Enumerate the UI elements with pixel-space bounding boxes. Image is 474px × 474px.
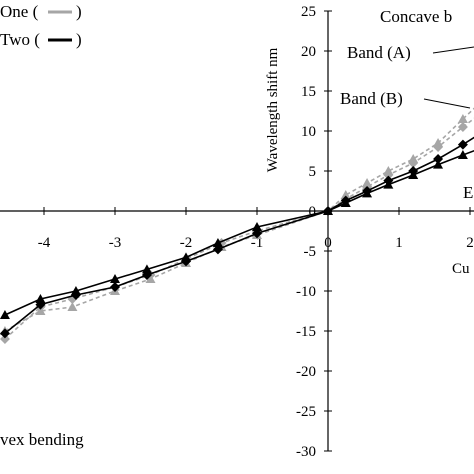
y-tick-label: -5	[304, 244, 317, 260]
data-point	[181, 252, 191, 262]
data-point	[110, 282, 120, 292]
y-tick-label: -20	[296, 364, 316, 380]
data-point	[70, 286, 81, 295]
series-line	[4, 136, 474, 335]
y-axis-label: Wavelength shift nm	[265, 47, 281, 172]
data-point	[457, 150, 468, 159]
legend-label: Two (	[0, 30, 40, 49]
band-b-pointer	[423, 98, 471, 109]
data-point	[35, 294, 46, 303]
data-point	[433, 154, 444, 164]
data-point	[362, 188, 373, 198]
data-point	[383, 170, 394, 180]
concave-label: Concave b	[380, 7, 452, 26]
legend-item-2: Two ()	[0, 30, 82, 49]
legend-label: One (	[0, 2, 39, 21]
y-tick-label: 25	[301, 4, 316, 20]
data-point	[110, 274, 120, 283]
data-point	[0, 334, 10, 344]
data-point	[457, 139, 468, 150]
x-tick-label: -4	[38, 235, 51, 251]
e-label: E	[463, 183, 473, 202]
y-tick-label: 20	[301, 44, 316, 60]
data-point	[141, 264, 152, 274]
x-tick-label: 2	[466, 235, 474, 251]
data-point	[0, 310, 10, 319]
convex-label: vex bending	[0, 430, 84, 449]
x-axis-label: Cu	[452, 261, 470, 277]
x-tick-label: 0	[324, 235, 332, 251]
data-point	[383, 179, 394, 189]
y-tick-label: 15	[301, 84, 316, 100]
y-tick-label: 10	[301, 124, 316, 140]
legend-item-1: One ()	[0, 2, 82, 21]
data-point	[433, 159, 444, 169]
band-a-pointer	[432, 46, 474, 54]
data-point	[0, 328, 10, 339]
y-tick-label: -30	[296, 444, 316, 460]
data-point	[408, 170, 419, 179]
y-tick-label: -10	[296, 284, 316, 300]
data-point	[457, 114, 468, 123]
data-point	[212, 238, 223, 247]
data-point	[340, 198, 351, 207]
data-point	[457, 122, 468, 132]
data-point	[67, 302, 78, 311]
data-point	[252, 222, 262, 231]
legend: One ()Two ()	[0, 2, 82, 49]
x-tick-label: 1	[395, 235, 403, 251]
data-point	[433, 142, 444, 152]
y-tick-label: 5	[309, 164, 317, 180]
x-tick-label: -2	[180, 235, 193, 251]
y-tick-label: -15	[296, 324, 316, 340]
series-4	[0, 149, 474, 319]
data-point	[408, 158, 419, 168]
series-line	[4, 117, 474, 340]
series-layer	[0, 107, 474, 344]
legend-close: )	[76, 2, 82, 21]
axes: -4 -3 -2 -1 0 1 22520151050-5-10-15-20-25-30Wa…	[0, 4, 474, 460]
band-a-label: Band (A)	[347, 43, 411, 62]
legend-close: )	[76, 30, 82, 49]
x-tick-label: -3	[109, 235, 122, 251]
y-tick-label: -25	[296, 404, 316, 420]
band-b-label: Band (B)	[340, 89, 403, 108]
y-tick-label: 0	[309, 204, 317, 220]
series-line	[4, 149, 474, 316]
data-point	[323, 206, 333, 215]
